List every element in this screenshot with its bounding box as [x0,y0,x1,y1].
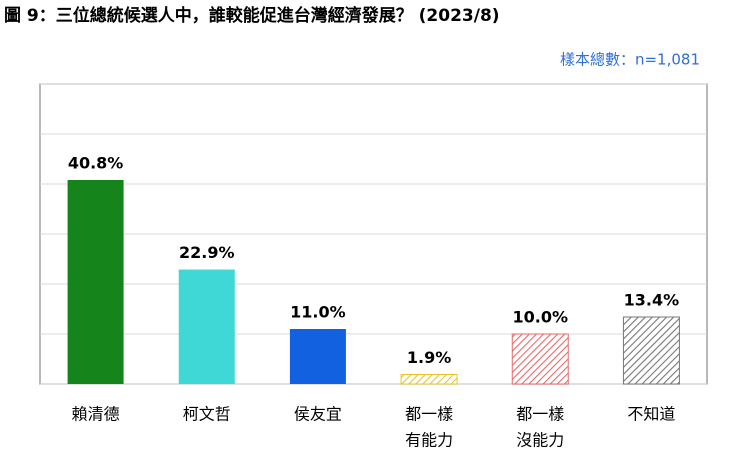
chart-title: 圖 9：三位總統候選人中，誰較能促進台灣經濟發展？ (2023/8) [4,5,500,26]
value-label: 40.8% [68,154,124,173]
x-tick-label: 不知道 [627,405,675,424]
value-label: 13.4% [624,291,680,310]
bar [178,269,235,384]
value-label: 22.9% [179,243,235,262]
bar [289,329,346,384]
bar [400,374,458,385]
bar [67,180,124,384]
bar [622,316,680,385]
x-tick-label: 侯友宜 [294,405,342,424]
chart-subtitle: 樣本總數：n=1,081 [560,51,700,69]
value-label: 1.9% [407,348,451,367]
bar [511,333,569,385]
value-label: 10.0% [512,308,568,327]
x-tick-label: 都一樣 [516,405,564,424]
value-label: 11.0% [290,303,346,322]
x-tick-label: 柯文哲 [183,405,231,424]
x-tick-label: 有能力 [405,431,453,450]
x-tick-label: 沒能力 [516,431,564,450]
x-tick-label: 賴清德 [72,405,120,424]
x-tick-label: 都一樣 [405,405,453,424]
